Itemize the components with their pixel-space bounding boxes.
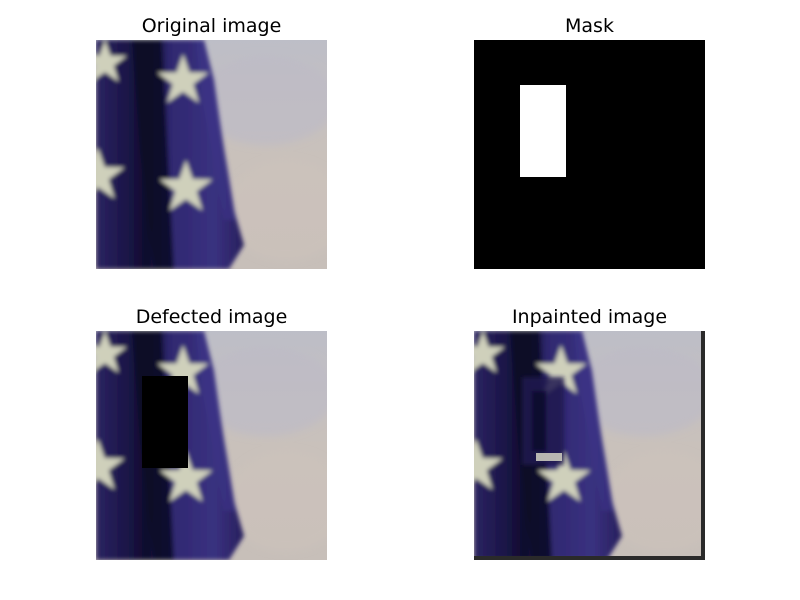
mask-hole [520, 85, 566, 177]
mask-title: Mask [565, 15, 614, 37]
defected-image [96, 331, 327, 560]
inpainted-region [522, 377, 564, 465]
mask-background [474, 40, 705, 269]
original-image-title: Original image [141, 15, 282, 37]
original-image [96, 40, 327, 269]
defected-image-title: Defected image [135, 306, 288, 328]
mask-image [474, 40, 705, 269]
inpainted-bottom-border [474, 556, 705, 560]
inpainted-image [474, 331, 705, 560]
defect-hole [142, 376, 188, 468]
inpainted-right-border [701, 331, 705, 560]
inpainted-image-title: Inpainted image [511, 306, 668, 328]
